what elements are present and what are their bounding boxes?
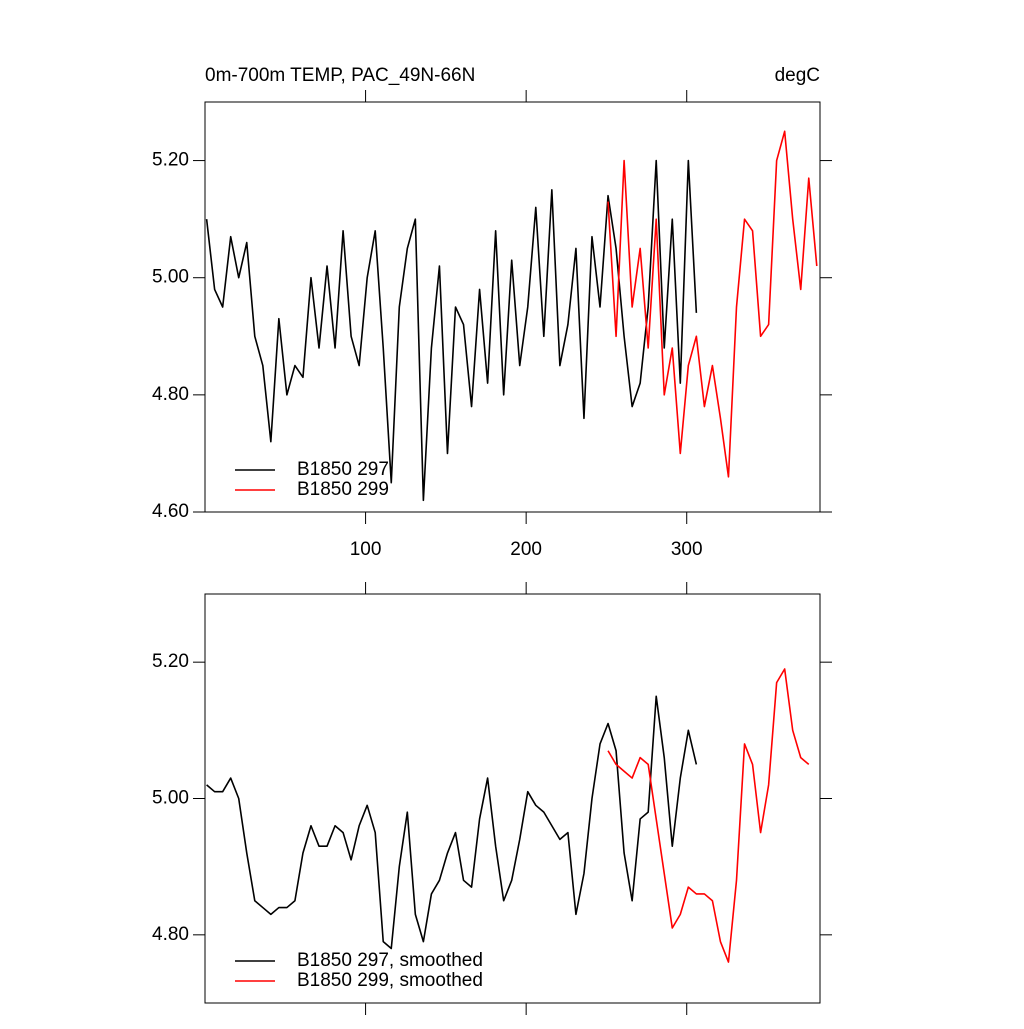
- y-tick-label: 5.20: [152, 651, 189, 672]
- legend-label: B1850 297, smoothed: [297, 950, 483, 971]
- units-label: degC: [775, 65, 820, 86]
- plot-frame: [204, 593, 821, 1004]
- y-tick-label: 4.80: [152, 384, 189, 405]
- series-line: [607, 130, 818, 478]
- y-tick-label: 4.60: [152, 501, 189, 522]
- y-tick-label: 5.20: [152, 150, 189, 171]
- series-line: [205, 159, 698, 502]
- x-tick-label: 300: [671, 539, 703, 560]
- series-line: [206, 695, 698, 950]
- x-tick-label: 100: [350, 539, 382, 560]
- series-line: [607, 668, 810, 963]
- legend-label: B1850 299: [297, 479, 389, 500]
- chart-title: 0m-700m TEMP, PAC_49N-66N: [205, 65, 475, 86]
- x-tick-label: 200: [510, 539, 542, 560]
- y-tick-label: 5.00: [152, 788, 189, 809]
- legend-label: B1850 297: [297, 459, 389, 480]
- y-tick-label: 4.80: [152, 924, 189, 945]
- plot-frame: [204, 101, 821, 513]
- legend-label: B1850 299, smoothed: [297, 970, 483, 991]
- y-tick-label: 5.00: [152, 267, 189, 288]
